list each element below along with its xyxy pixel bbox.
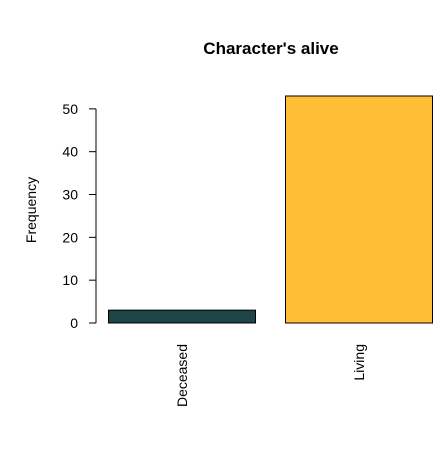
y-tick-label: 40 <box>62 144 78 160</box>
bars-group <box>108 95 433 324</box>
chart-title: Character's alive <box>203 39 338 58</box>
bar-living <box>285 95 433 324</box>
y-tick-label: 20 <box>62 229 78 245</box>
y-tick-label: 30 <box>62 187 78 203</box>
x-category-label: Living <box>351 344 367 381</box>
y-axis-label: Frequency <box>23 177 39 243</box>
x-axis-labels: Deceased Living <box>174 344 367 407</box>
x-category-label: Deceased <box>174 344 190 407</box>
y-tick-label: 10 <box>62 272 78 288</box>
y-axis: 0 10 20 30 40 50 <box>62 101 97 331</box>
y-tick-label: 50 <box>62 101 78 117</box>
bar-deceased <box>108 309 256 324</box>
y-tick-label: 0 <box>70 315 78 331</box>
